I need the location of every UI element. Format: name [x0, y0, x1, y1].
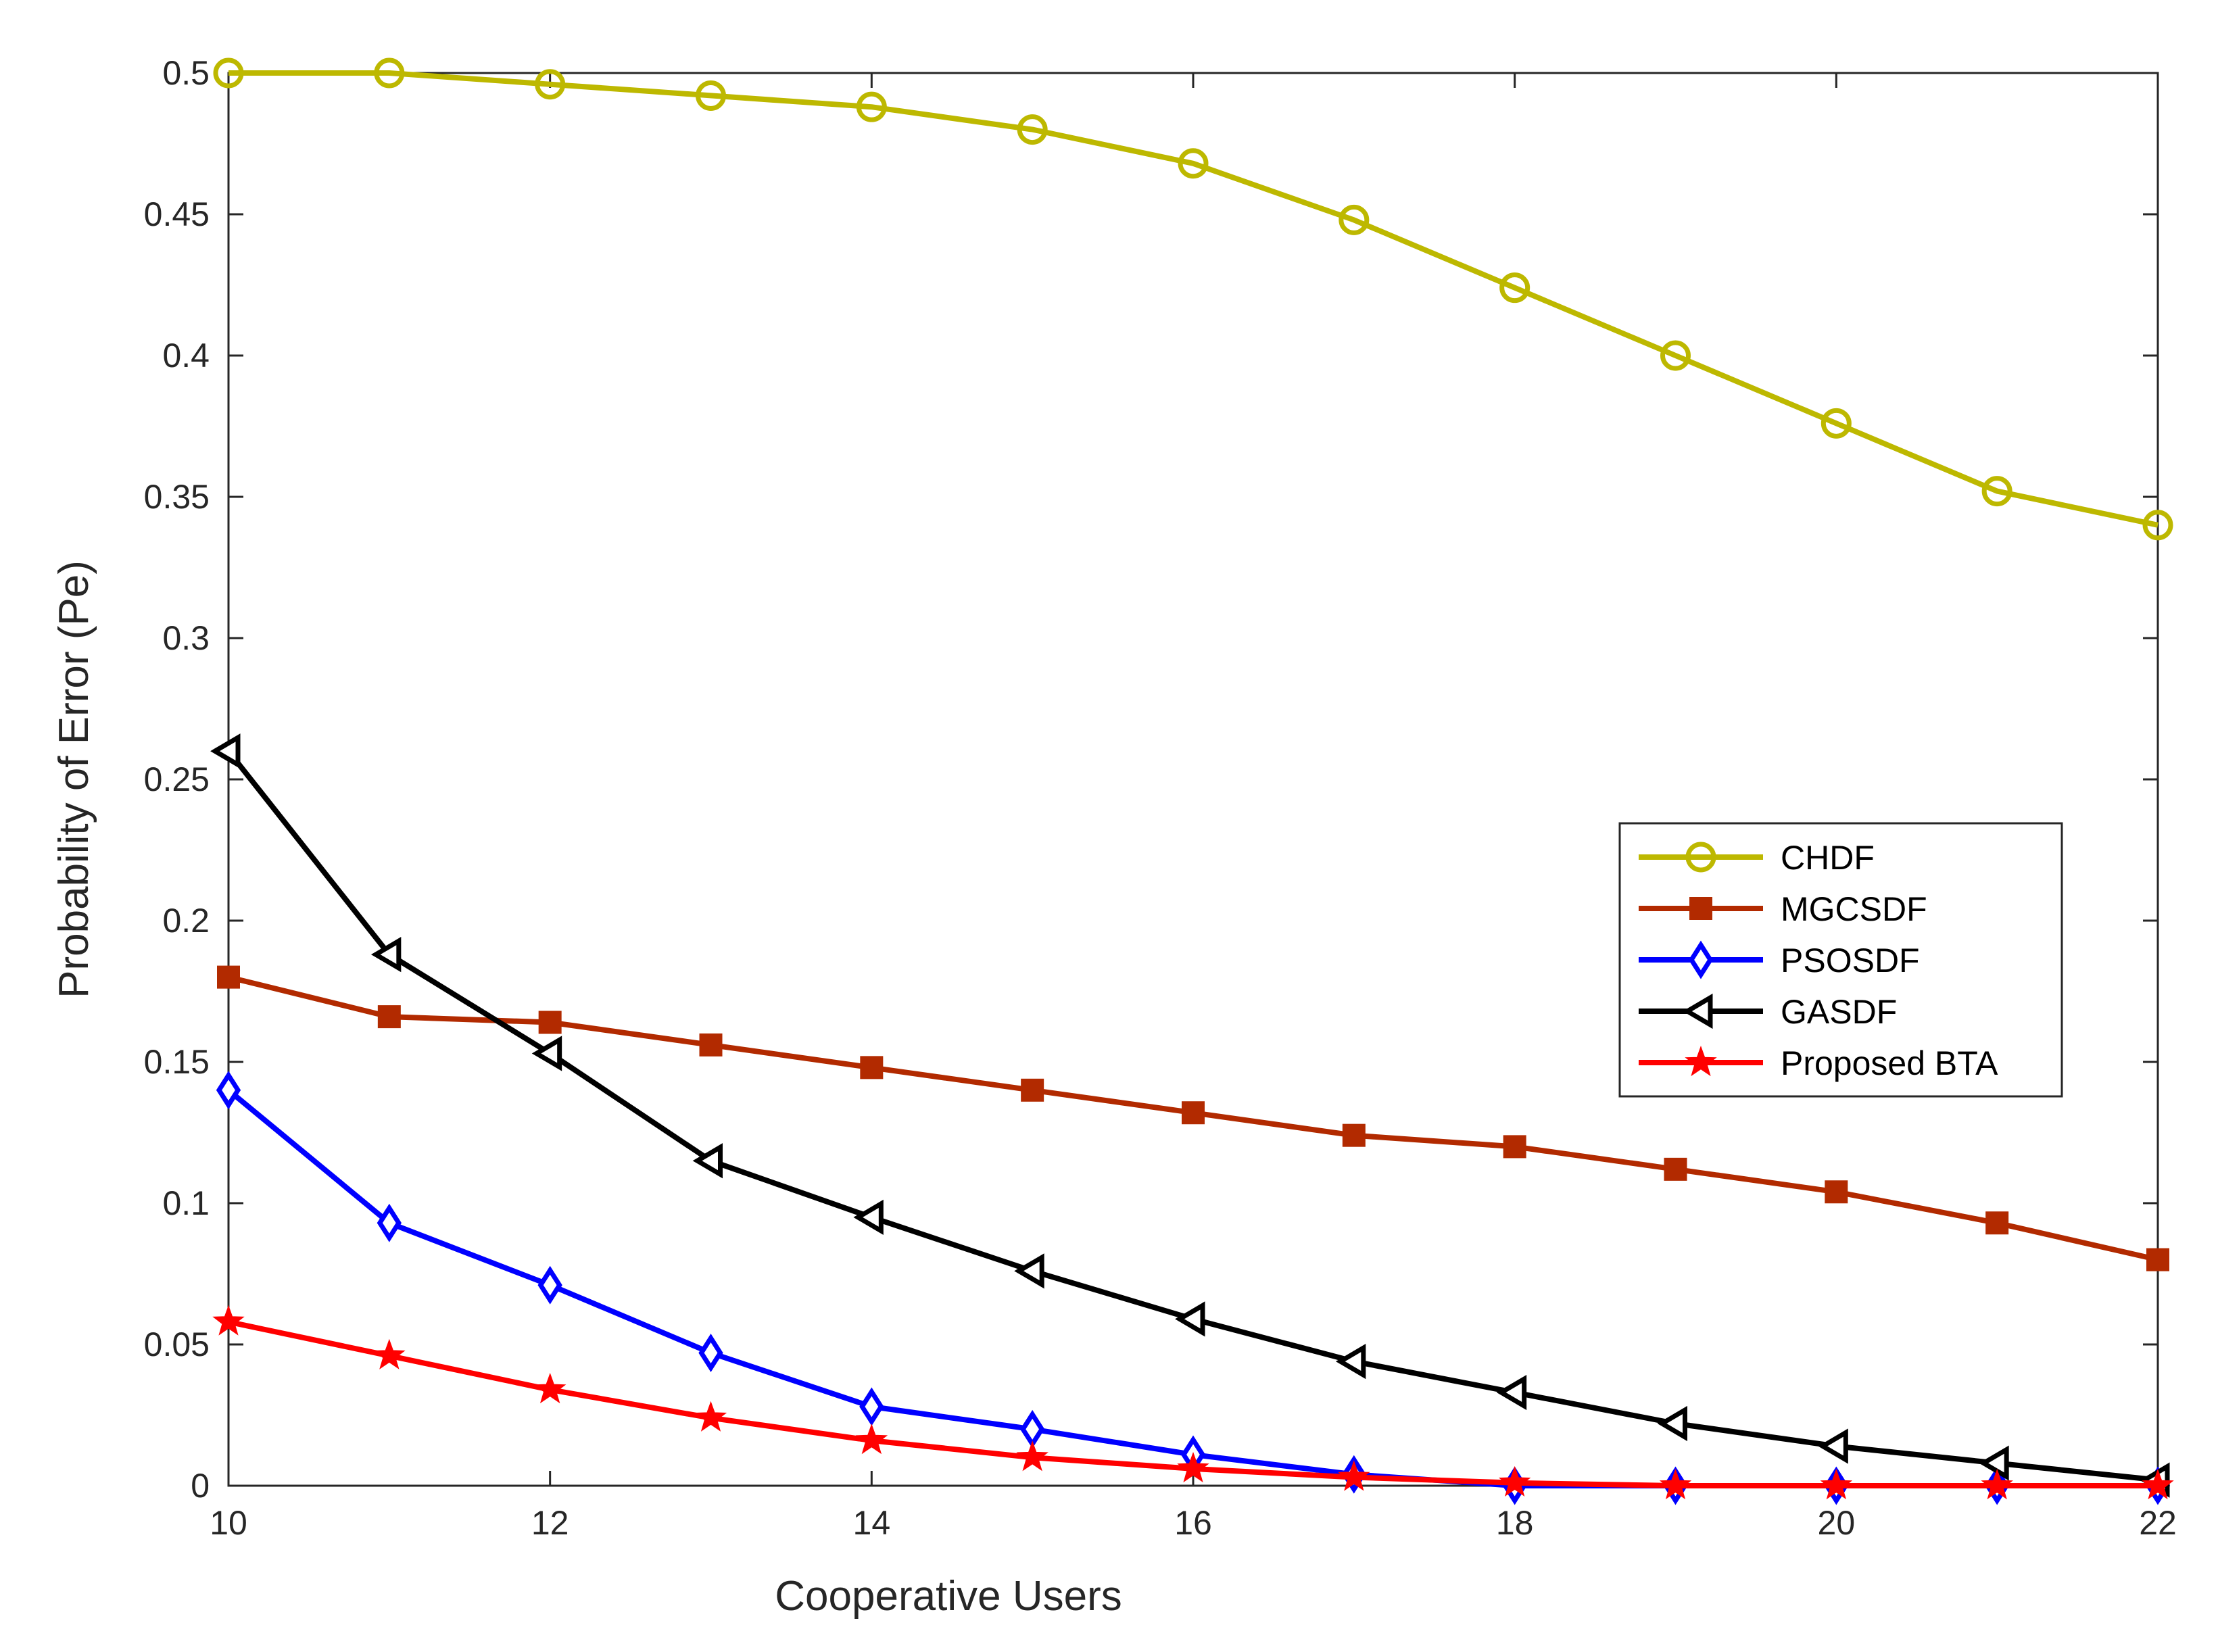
data-point-chdf [1499, 272, 1530, 303]
x-tick-label: 10 [210, 1504, 247, 1542]
data-point-chdf [535, 69, 566, 100]
data-point-psosdf [859, 1387, 884, 1426]
data-point-gasdf [853, 1199, 884, 1236]
data-point-proposed-bta [1820, 1469, 1853, 1500]
data-point-proposed-bta [855, 1424, 888, 1455]
data-point-proposed-bta [1981, 1469, 2013, 1500]
data-point-chdf [1981, 476, 2012, 507]
series-mgcsdf [217, 965, 2169, 1271]
axis-ticks: 10 12 14 16 18 20 22 0 0.05 0.1 0.15 0.2 0.25 0.3 0.35… [144, 54, 2177, 1542]
data-point-mgcsdf [217, 965, 240, 989]
data-point-gasdf [531, 1036, 562, 1071]
legend-label-chdf: CHDF [1781, 839, 1875, 877]
x-tick-label: 20 [1818, 1504, 1856, 1542]
data-point-proposed-bta [212, 1305, 245, 1336]
data-point-chdf [374, 57, 405, 89]
y-tick-label: 0.4 [162, 337, 210, 374]
data-point-chdf [1178, 148, 1209, 179]
data-point-chdf [1821, 408, 1852, 439]
legend-label-psosdf: PSOSDF [1781, 942, 1920, 979]
data-point-chdf [1017, 114, 1048, 145]
data-point-mgcsdf [1342, 1123, 1366, 1147]
x-tick-label: 16 [1174, 1504, 1212, 1542]
y-tick-label: 0 [191, 1467, 210, 1505]
data-point-mgcsdf [1503, 1135, 1526, 1159]
data-point-gasdf [1979, 1445, 2009, 1481]
legend-label-proposed-bta: Proposed BTA [1781, 1044, 1998, 1082]
x-tick-label: 14 [853, 1504, 891, 1542]
data-point-proposed-bta [1338, 1460, 1370, 1491]
y-tick-label: 0.1 [162, 1184, 210, 1222]
data-point-chdf [696, 80, 726, 111]
data-point-proposed-bta [1177, 1451, 1209, 1483]
data-point-gasdf [1335, 1343, 1366, 1380]
legend-marker-proposed-bta [1685, 1046, 1717, 1077]
y-tick-label: 0.2 [162, 902, 210, 940]
y-tick-label: 0.05 [144, 1326, 210, 1363]
data-point-gasdf [1657, 1405, 1687, 1442]
data-point-psosdf [216, 1071, 241, 1110]
data-point-mgcsdf [1182, 1101, 1205, 1125]
data-point-mgcsdf [1985, 1211, 2009, 1235]
x-axis-label: Cooperative Users [775, 1573, 1122, 1620]
series-gasdf [210, 733, 2170, 1498]
data-point-mgcsdf [1021, 1078, 1044, 1102]
legend: CHDF MGCSDF PSOSDF GASDF Proposed BTA [1618, 822, 2063, 1098]
data-point-proposed-bta [1016, 1440, 1048, 1472]
y-tick-label: 0.35 [144, 478, 210, 516]
data-point-mgcsdf [1825, 1180, 1848, 1204]
data-point-gasdf [692, 1143, 723, 1179]
legend-marker-gasdf [1683, 993, 1713, 1029]
x-tick-label: 12 [531, 1504, 569, 1542]
data-point-proposed-bta [694, 1401, 727, 1432]
data-point-psosdf [698, 1334, 723, 1373]
data-point-gasdf [1818, 1428, 1848, 1464]
x-tick-label: 22 [2139, 1504, 2177, 1542]
data-point-proposed-bta [533, 1372, 566, 1404]
series-layer [210, 57, 2174, 1505]
plot-area [227, 72, 2159, 1487]
data-point-psosdf [377, 1203, 402, 1242]
data-point-proposed-bta [1659, 1469, 1692, 1500]
legend-label-gasdf: GASDF [1781, 993, 1897, 1031]
data-point-gasdf [370, 937, 402, 973]
data-point-gasdf [1014, 1253, 1044, 1289]
legend-marker-mgcsdf [1689, 897, 1712, 920]
data-point-mgcsdf [538, 1011, 562, 1034]
data-point-psosdf [537, 1265, 562, 1305]
data-point-chdf [213, 57, 244, 89]
data-point-gasdf [210, 733, 241, 769]
series-line-chdf [228, 70, 2159, 528]
data-point-chdf [856, 91, 887, 122]
data-point-proposed-bta [1498, 1465, 1531, 1497]
y-tick-label: 0.25 [144, 760, 210, 798]
legend-label-mgcsdf: MGCSDF [1781, 890, 1927, 928]
y-tick-label: 0.45 [144, 195, 210, 233]
y-tick-label: 0.15 [144, 1043, 210, 1081]
data-point-chdf [1339, 204, 1370, 235]
data-point-mgcsdf [699, 1033, 723, 1056]
data-point-gasdf [1175, 1301, 1205, 1337]
data-point-proposed-bta [2142, 1469, 2174, 1500]
x-tick-label: 18 [1496, 1504, 1534, 1542]
legend-marker-psosdf [1688, 940, 1714, 979]
plot-frame [227, 72, 2159, 1487]
data-point-mgcsdf [1664, 1157, 1687, 1181]
data-point-chdf [1660, 340, 1691, 371]
data-point-chdf [2142, 510, 2173, 541]
series-chdf [213, 57, 2173, 541]
y-tick-label: 0.3 [162, 619, 210, 657]
y-axis-label: Probability of Error (Pe) [51, 560, 97, 998]
data-point-mgcsdf [377, 1005, 401, 1029]
y-tick-label: 0.5 [162, 54, 210, 92]
data-point-mgcsdf [860, 1056, 884, 1079]
data-point-gasdf [1496, 1374, 1527, 1411]
data-point-proposed-bta [373, 1338, 406, 1369]
data-point-mgcsdf [2146, 1248, 2169, 1271]
legend-marker-chdf [1685, 842, 1716, 873]
series-proposed-bta [212, 1305, 2174, 1500]
